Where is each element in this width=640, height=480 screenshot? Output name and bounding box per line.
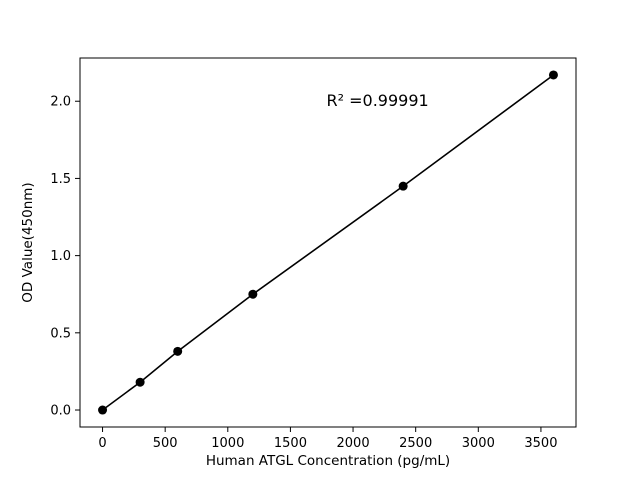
y-tick-label: 1.0 bbox=[50, 249, 71, 264]
r-squared-annotation: R² =0.99991 bbox=[327, 91, 429, 110]
y-tick-label: 2.0 bbox=[50, 95, 71, 110]
data-point-marker bbox=[248, 289, 258, 299]
data-point-marker bbox=[548, 70, 558, 80]
axes-frame bbox=[79, 57, 577, 428]
x-axis-label: Human ATGL Concentration (pg/mL) bbox=[206, 453, 450, 469]
y-tick-label: 1.5 bbox=[50, 172, 71, 187]
data-point-marker bbox=[98, 405, 108, 415]
x-tick-label: 0 bbox=[98, 436, 106, 451]
y-axis-label: OD Value(450nm) bbox=[20, 182, 36, 302]
x-tick-label: 2000 bbox=[337, 436, 370, 451]
fit-line bbox=[102, 74, 554, 411]
data-point-marker bbox=[135, 377, 145, 387]
y-tick-label: 0.0 bbox=[50, 404, 71, 419]
x-tick-label: 1500 bbox=[274, 436, 307, 451]
x-tick-label: 500 bbox=[153, 436, 178, 451]
x-tick-label: 3000 bbox=[462, 436, 495, 451]
x-tick-label: 1000 bbox=[211, 436, 244, 451]
data-point-marker bbox=[173, 346, 183, 356]
x-tick-label: 3500 bbox=[524, 436, 557, 451]
data-point-marker bbox=[398, 181, 408, 191]
y-tick-label: 0.5 bbox=[50, 326, 71, 341]
x-tick-label: 2500 bbox=[399, 436, 432, 451]
